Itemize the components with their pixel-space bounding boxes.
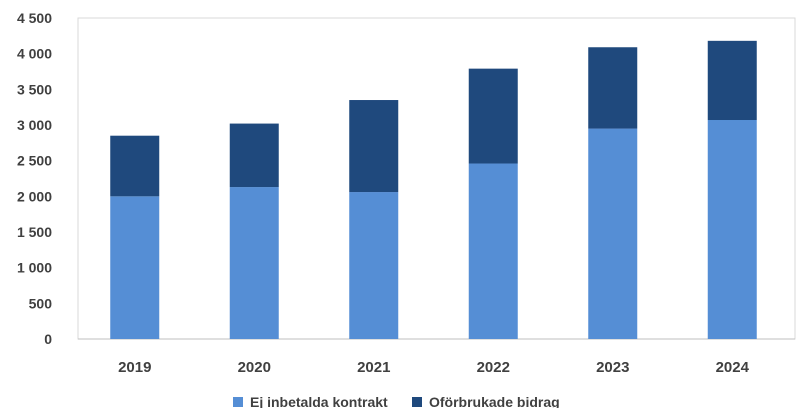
bar-segment-oforbrukade-bidrag-2022	[468, 68, 518, 164]
bar-segment-ej-inbetalda-kontrakt-2022	[468, 163, 518, 339]
bar-segment-oforbrukade-bidrag-2020	[229, 123, 279, 188]
y-tick-label: 3 000	[17, 117, 52, 133]
bar-segment-ej-inbetalda-kontrakt-2019	[110, 196, 160, 339]
x-tick-label: 2024	[716, 359, 750, 376]
bar-segment-ej-inbetalda-kontrakt-2024	[707, 120, 757, 339]
x-tick-label: 2020	[238, 359, 271, 376]
y-axis-tick-labels: 0 500 1 000 1 500 2 000 2 500 3 000 3 500 4 000 4…	[17, 10, 52, 347]
legend-swatch	[233, 397, 243, 407]
bar-segment-ej-inbetalda-kontrakt-2021	[349, 192, 399, 339]
bar-segment-oforbrukade-bidrag-2024	[707, 40, 757, 121]
plot-frame	[77, 17, 796, 340]
y-tick-label: 2 000	[17, 188, 52, 204]
legend-label: Ej inbetalda kontrakt	[250, 394, 388, 408]
y-tick-label: 4 500	[17, 10, 52, 26]
y-tick-label: 0	[44, 331, 52, 347]
bar-segment-oforbrukade-bidrag-2023	[588, 47, 638, 129]
legend-swatch	[412, 397, 422, 407]
y-tick-label: 500	[29, 295, 53, 311]
y-tick-label: 1 500	[17, 224, 52, 240]
legend-label: Oförbrukade bidrag	[429, 394, 560, 408]
x-tick-label: 2019	[118, 359, 151, 376]
bar-segment-ej-inbetalda-kontrakt-2020	[229, 187, 279, 339]
plot-area-border	[77, 17, 796, 340]
y-tick-label: 4 000	[17, 46, 52, 62]
bar-segment-oforbrukade-bidrag-2019	[110, 135, 160, 197]
y-tick-label: 3 500	[17, 81, 52, 97]
x-tick-label: 2022	[477, 359, 510, 376]
y-tick-label: 2 500	[17, 153, 52, 169]
x-axis-category-labels: 2019 2020 2021 2022 2023 2024	[118, 359, 750, 376]
y-tick-label: 1 000	[17, 260, 52, 276]
legend: Ej inbetalda kontrakt Oförbrukade bidrag	[233, 394, 560, 408]
bars	[110, 40, 757, 339]
x-tick-label: 2021	[357, 359, 390, 376]
bar-segment-ej-inbetalda-kontrakt-2023	[588, 128, 638, 339]
x-tick-label: 2023	[596, 359, 629, 376]
bar-segment-oforbrukade-bidrag-2021	[349, 100, 399, 193]
